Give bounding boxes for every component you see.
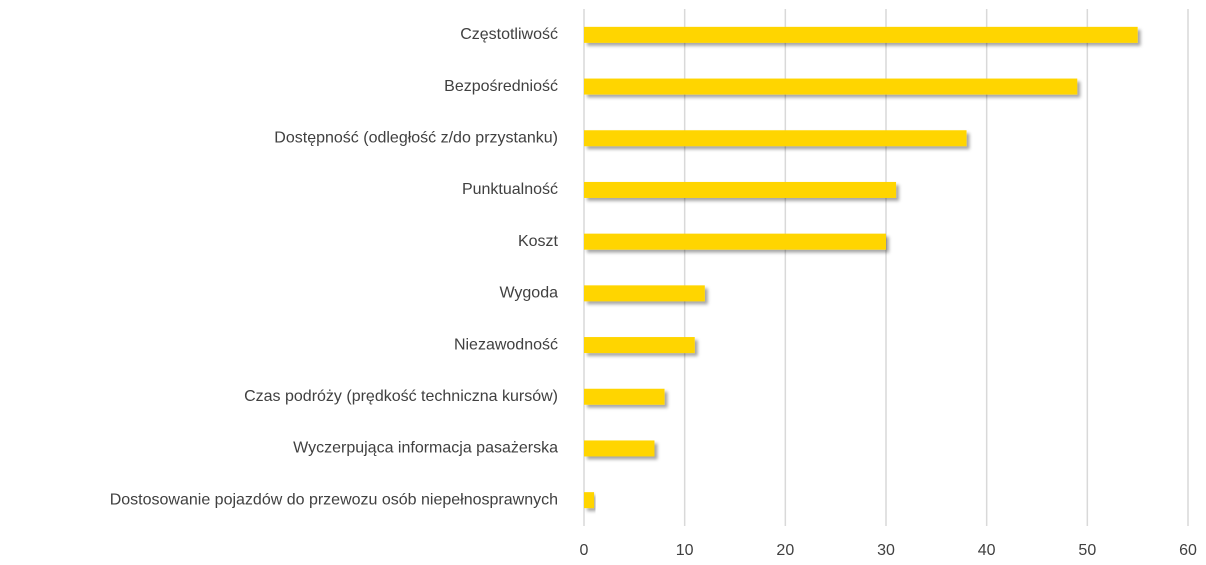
bar: [584, 181, 897, 198]
y-tick-label: Wyczerpująca informacja pasażerska: [293, 440, 558, 457]
bar: [584, 130, 967, 147]
x-tick-label: 10: [676, 542, 694, 559]
bar: [584, 440, 655, 457]
x-tick-label: 50: [1078, 542, 1096, 559]
y-tick-label: Bezpośredniość: [444, 78, 558, 95]
y-tick-label: Niezawodność: [454, 336, 558, 353]
bar: [584, 492, 595, 509]
y-tick-label: Częstotliwość: [460, 26, 558, 43]
y-tick-label: Wygoda: [499, 285, 558, 302]
bar: [584, 78, 1078, 95]
x-tick-label: 20: [776, 542, 794, 559]
y-tick-label: Dostępność (odległość z/do przystanku): [274, 129, 558, 146]
y-tick-label: Dostosowanie pojazdów do przewozu osób n…: [110, 491, 558, 508]
bar: [584, 388, 665, 405]
bar: [584, 233, 886, 250]
bar: [584, 285, 705, 302]
bar: [584, 26, 1138, 43]
x-tick-label: 40: [978, 542, 996, 559]
y-tick-label: Czas podróży (prędkość techniczna kursów…: [244, 388, 558, 405]
x-tick-label: 60: [1179, 542, 1197, 559]
y-tick-label: Punktualność: [462, 181, 558, 198]
y-tick-label: Koszt: [518, 233, 559, 250]
x-tick-label: 0: [580, 542, 589, 559]
bar: [584, 337, 695, 354]
x-tick-label: 30: [877, 542, 895, 559]
